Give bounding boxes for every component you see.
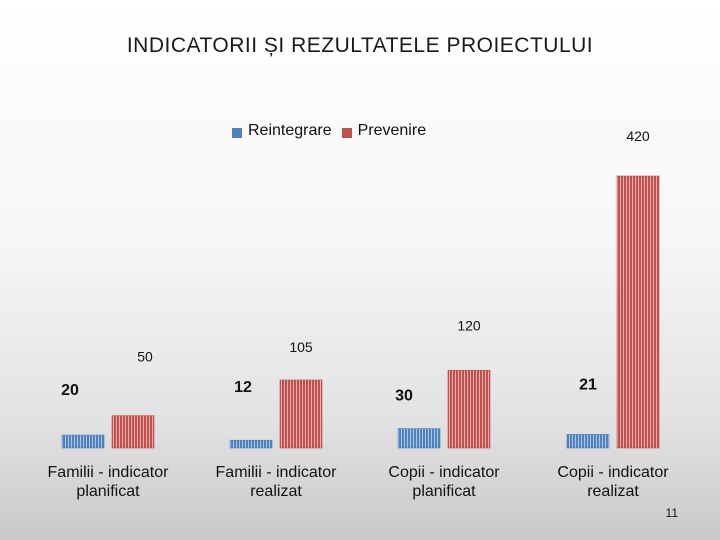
bar-prevenire-familii-indicator-realizat — [279, 379, 323, 449]
page-number: 11 — [665, 506, 678, 520]
bar-reintegrare-familii-indicator-planificat — [61, 434, 105, 449]
data-label-prevenire-copii-indicator-planificat: 120 — [457, 317, 481, 333]
category-label-copii-indicator-planificat: Copii - indicator planificat — [388, 464, 500, 500]
data-label-reintegrare-familii-indicator-realizat: 12 — [234, 379, 252, 396]
bar-reintegrare-copii-indicator-planificat — [397, 428, 441, 449]
data-label-reintegrare-copii-indicator-realizat: 21 — [579, 376, 597, 393]
legend-label-reintegrare: Reintegrare — [248, 122, 332, 139]
bar-reintegrare-copii-indicator-realizat — [566, 434, 610, 449]
data-label-prevenire-copii-indicator-realizat: 420 — [626, 128, 650, 144]
legend-item-prevenire: Prevenire — [341, 122, 427, 140]
data-label-reintegrare-copii-indicator-planificat: 30 — [395, 388, 413, 405]
data-label-prevenire-familii-indicator-planificat: 50 — [137, 349, 153, 365]
legend-swatch-reintegrare — [232, 127, 242, 138]
category-label-copii-indicator-realizat: Copii - indicator realizat — [557, 464, 669, 500]
legend-label-prevenire: Prevenire — [357, 122, 427, 139]
category-label-familii-indicator-planificat: Familii - indicator planificat — [48, 464, 170, 500]
category-labels-group: Familii - indicator planificat Familii - i… — [48, 464, 670, 500]
slide-title: INDICATORII ȘI REZULTATELE PROIECTULUI — [126, 34, 594, 57]
data-label-reintegrare-familii-indicator-planificat: 20 — [61, 382, 79, 399]
legend-item-reintegrare: Reintegrare — [232, 122, 332, 140]
bar-reintegrare-familii-indicator-realizat — [229, 439, 273, 449]
data-label-prevenire-familii-indicator-realizat: 105 — [289, 339, 313, 355]
data-labels-group: 20 50 12 105 30 120 21 420 — [61, 128, 650, 405]
legend-swatch-prevenire — [341, 127, 352, 138]
chart-legend: Reintegrare Prevenire — [232, 122, 436, 140]
bar-prevenire-familii-indicator-planificat — [111, 415, 155, 449]
bar-prevenire-copii-indicator-planificat — [447, 369, 491, 449]
category-label-familii-indicator-realizat: Familii - indicator realizat — [216, 464, 338, 500]
bars-group — [61, 175, 660, 449]
bar-prevenire-copii-indicator-realizat — [616, 175, 660, 449]
